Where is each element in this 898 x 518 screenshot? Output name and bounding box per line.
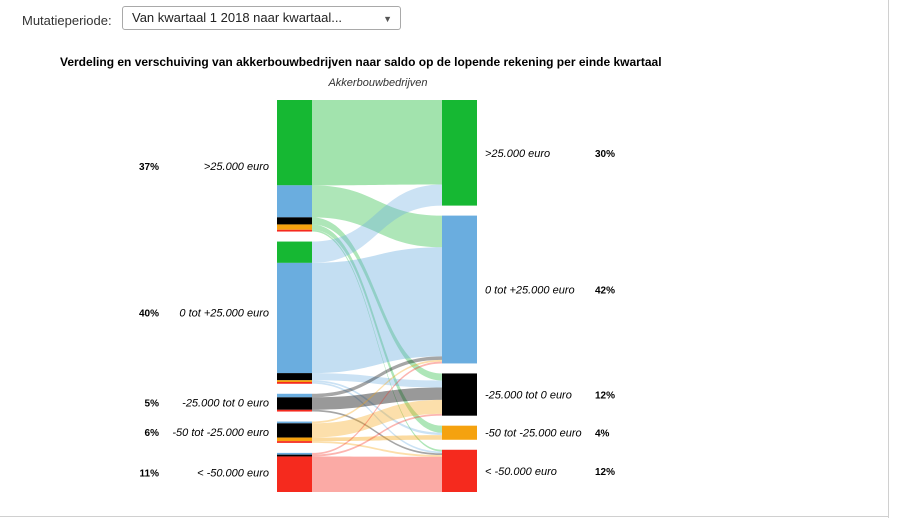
flow-50-tot-25-000-euro-to-25-000-tot-0-euro bbox=[312, 399, 442, 438]
target-label-0-tot-25-000-euro: 0 tot +25.000 euro bbox=[485, 285, 575, 297]
flow-25-000-euro-to-0-tot-25-000-euro bbox=[312, 185, 442, 248]
target-label-50-tot-25-000-euro: -50 tot -25.000 euro bbox=[485, 428, 582, 440]
target-label-25-000-euro: >25.000 euro bbox=[485, 148, 550, 160]
source-label-50-000-euro: < -50.000 euro bbox=[197, 467, 269, 479]
source-node-segment bbox=[277, 421, 312, 424]
target-label-25-000-tot-0-euro: -25.000 tot 0 euro bbox=[485, 390, 572, 402]
flow-25-000-euro-to-25-000-euro bbox=[312, 100, 442, 186]
source-node-segment bbox=[277, 262, 312, 374]
flow-25-000-tot-0-euro-to-50-000-euro bbox=[312, 409, 442, 456]
frame-border-bottom bbox=[0, 516, 889, 517]
source-node-segment bbox=[277, 452, 312, 455]
source-label-50-tot-25-000-euro: -50 tot -25.000 euro bbox=[172, 427, 269, 439]
target-node-25-000-euro bbox=[442, 100, 477, 206]
flow-50-000-euro-to-50-000-euro bbox=[312, 456, 442, 492]
source-node-segment bbox=[277, 409, 312, 412]
source-node-segment bbox=[277, 456, 312, 492]
source-percent-25-000-euro: 37% bbox=[139, 162, 159, 173]
target-percent-50-tot-25-000-euro: 4% bbox=[595, 429, 610, 440]
source-percent-50-tot-25-000-euro: 6% bbox=[145, 428, 160, 439]
flows-layer bbox=[312, 100, 442, 492]
flow-50-tot-25-000-euro-to-0-tot-25-000-euro bbox=[312, 359, 442, 424]
source-node-segment bbox=[277, 229, 312, 232]
source-node-segment bbox=[277, 393, 312, 398]
target-label-50-000-euro: < -50.000 euro bbox=[485, 466, 557, 478]
chart-subtitle: Akkerbouwbedrijven bbox=[327, 77, 427, 89]
chevron-down-icon: ▼ bbox=[383, 14, 392, 24]
period-select[interactable]: Van kwartaal 1 2018 naar kwartaal... ▼ bbox=[122, 6, 401, 30]
flow-50-tot-25-000-euro-to-50-000-euro bbox=[312, 441, 442, 457]
source-percent-50-000-euro: 11% bbox=[140, 468, 160, 479]
flow-0-tot-25-000-euro-to-0-tot-25-000-euro bbox=[312, 247, 442, 374]
target-node-50-tot-25-000-euro bbox=[442, 425, 477, 440]
source-node-segment bbox=[277, 100, 312, 186]
source-node-segment bbox=[277, 441, 312, 443]
source-label-25-000-tot-0-euro: -25.000 tot 0 euro bbox=[182, 398, 269, 410]
target-percent-25-000-euro: 30% bbox=[595, 149, 615, 160]
source-label-25-000-euro: >25.000 euro bbox=[204, 161, 269, 173]
source-node-segment bbox=[277, 454, 312, 457]
source-node-segment bbox=[277, 382, 312, 384]
flow-25-000-euro-to-50-tot-25-000-euro bbox=[312, 224, 442, 433]
source-node-segment bbox=[277, 437, 312, 442]
flow-25-000-euro-to-50-000-euro bbox=[312, 229, 442, 452]
chart-title: Verdeling en verschuiving van akkerbouwb… bbox=[60, 55, 662, 69]
source-percent-0-tot-25-000-euro: 40% bbox=[139, 309, 159, 320]
target-node-25-000-tot-0-euro bbox=[442, 373, 477, 416]
source-node-segment bbox=[277, 380, 312, 382]
source-percent-25-000-tot-0-euro: 5% bbox=[145, 399, 160, 410]
labels-layer: >25.000 euro 37% 0 tot +25.000 euro 40% -25.… bbox=[139, 148, 615, 480]
source-node-segment bbox=[277, 224, 312, 230]
period-label: Mutatieperiode: bbox=[22, 13, 112, 28]
source-node-segment bbox=[277, 373, 312, 381]
nodes-layer bbox=[277, 100, 477, 492]
source-label-0-tot-25-000-euro: 0 tot +25.000 euro bbox=[179, 308, 269, 320]
source-node-segment bbox=[277, 423, 312, 438]
source-node-segment bbox=[277, 217, 312, 225]
source-node-segment bbox=[277, 397, 312, 410]
flow-0-tot-25-000-euro-to-50-000-euro bbox=[312, 382, 442, 454]
flow-0-tot-25-000-euro-to-25-000-euro bbox=[312, 184, 442, 263]
flow-50-000-euro-to-25-000-tot-0-euro bbox=[312, 413, 442, 457]
flow-50-000-euro-to-0-tot-25-000-euro bbox=[312, 361, 442, 455]
flow-50-tot-25-000-euro-to-50-tot-25-000-euro bbox=[312, 435, 442, 442]
source-node-segment bbox=[277, 185, 312, 218]
target-node-50-000-euro bbox=[442, 449, 477, 492]
flow-0-tot-25-000-euro-to-50-tot-25-000-euro bbox=[312, 380, 442, 436]
source-node-segment bbox=[277, 241, 312, 263]
flow-25-000-euro-to-25-000-tot-0-euro bbox=[312, 217, 442, 381]
target-percent-0-tot-25-000-euro: 42% bbox=[595, 286, 615, 297]
frame-border-right bbox=[888, 0, 889, 518]
target-percent-50-000-euro: 12% bbox=[595, 467, 615, 478]
flow-0-tot-25-000-euro-to-25-000-tot-0-euro bbox=[312, 373, 442, 388]
period-select-value: Van kwartaal 1 2018 naar kwartaal... bbox=[132, 10, 343, 25]
flow-25-000-tot-0-euro-to-0-tot-25-000-euro bbox=[312, 356, 442, 398]
flow-25-000-tot-0-euro-to-25-000-tot-0-euro bbox=[312, 387, 442, 410]
target-percent-25-000-tot-0-euro: 12% bbox=[595, 391, 615, 402]
target-node-0-tot-25-000-euro bbox=[442, 215, 477, 364]
